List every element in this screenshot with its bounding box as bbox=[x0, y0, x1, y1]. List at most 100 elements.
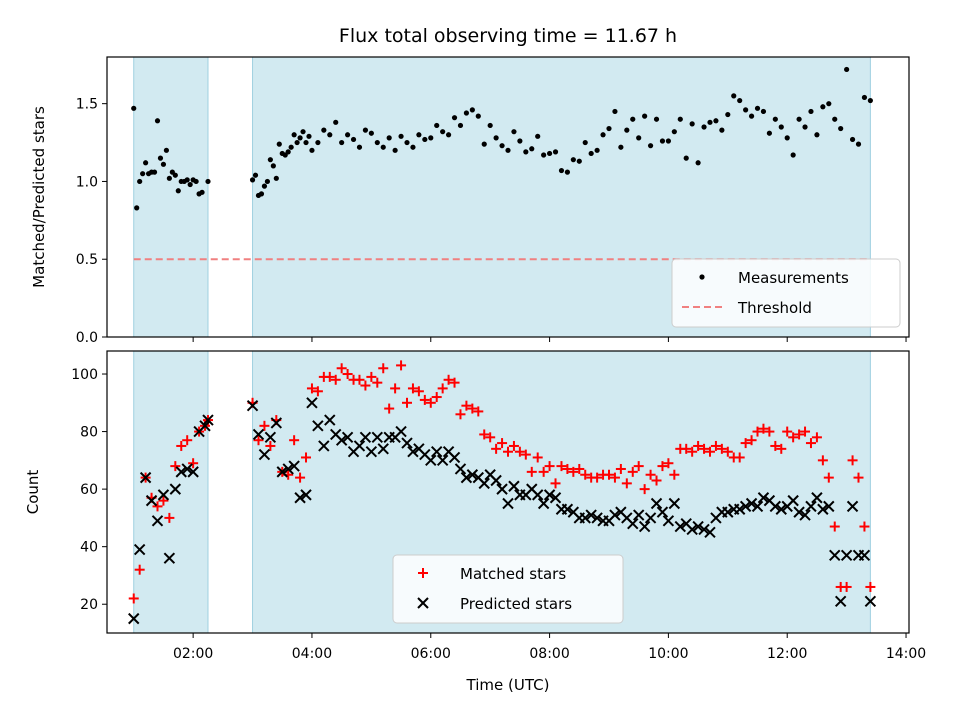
matched-star-point bbox=[384, 403, 395, 414]
predicted-x-b bbox=[526, 483, 538, 495]
predicted-star-point bbox=[733, 503, 746, 515]
measurement-point bbox=[564, 169, 571, 175]
predicted-x-b bbox=[282, 463, 294, 475]
measurement-point bbox=[808, 108, 814, 115]
predicted-x-b bbox=[460, 471, 473, 484]
matched-star-point bbox=[859, 521, 870, 532]
measurement-point bbox=[451, 115, 458, 121]
predicted-x-b bbox=[502, 497, 514, 510]
predicted-x-b bbox=[591, 512, 603, 524]
bottom-ytick-label: 100 bbox=[71, 367, 98, 383]
predicted-x-b bbox=[436, 454, 449, 467]
predicted-x-b bbox=[531, 489, 544, 501]
measurement-point bbox=[713, 118, 719, 124]
predicted-star-point bbox=[496, 483, 508, 495]
predicted-star-point bbox=[490, 474, 502, 487]
predicted-star-point bbox=[199, 420, 211, 432]
measurement-point bbox=[428, 135, 434, 141]
matched-star-point bbox=[550, 478, 561, 489]
predicted-star-point bbox=[246, 399, 259, 412]
measurement-point bbox=[748, 113, 755, 119]
xtick-label: 14:00 bbox=[886, 646, 926, 662]
predicted-star-point bbox=[425, 454, 437, 467]
matched-star-point bbox=[366, 371, 377, 382]
predicted-x-b bbox=[258, 448, 271, 461]
predicted-x-b bbox=[858, 549, 871, 562]
measurement-point bbox=[683, 155, 689, 161]
predicted-star-point bbox=[151, 515, 164, 527]
predicted-x-b bbox=[615, 506, 627, 518]
legend-measurements-label: Measurements bbox=[738, 269, 849, 287]
measurement-point bbox=[517, 138, 523, 144]
predicted-star-point bbox=[324, 414, 336, 426]
xtick-label: 04:00 bbox=[292, 646, 332, 662]
predicted-star-point bbox=[202, 414, 214, 426]
measurement-point bbox=[163, 147, 170, 153]
predicted-star-point bbox=[531, 489, 544, 501]
predicted-star-point bbox=[751, 500, 764, 513]
predicted-x-b bbox=[246, 399, 259, 412]
predicted-star-point bbox=[632, 509, 645, 521]
matched-star-point bbox=[461, 400, 472, 411]
predicted-star-point bbox=[163, 552, 176, 564]
measurement-point bbox=[642, 113, 648, 119]
measurement-point bbox=[541, 152, 547, 158]
matched-star-point bbox=[164, 512, 175, 523]
predicted-star-point bbox=[745, 497, 758, 510]
measurement-point bbox=[594, 147, 600, 153]
predicted-star-point bbox=[549, 492, 562, 504]
predicted-x-b bbox=[401, 437, 413, 449]
measurement-point bbox=[264, 178, 270, 185]
predicted-x-b bbox=[537, 497, 550, 510]
measurement-point bbox=[861, 94, 868, 101]
predicted-star-point bbox=[686, 523, 698, 536]
matched-star-point bbox=[455, 409, 466, 420]
predicted-x-b bbox=[312, 420, 324, 432]
measurement-point bbox=[143, 160, 149, 166]
predicted-x-b bbox=[698, 523, 710, 536]
predicted-x-b bbox=[330, 428, 342, 441]
predicted-x-b bbox=[365, 446, 378, 458]
predicted-star-point bbox=[508, 480, 520, 492]
matched-star-point bbox=[503, 446, 513, 457]
bottom-ytick-label: 60 bbox=[80, 482, 98, 498]
predicted-star-point bbox=[858, 549, 871, 562]
predicted-star-point bbox=[627, 517, 639, 530]
measurement-point bbox=[166, 175, 172, 181]
top-ylabel: Matched/Predicted stars bbox=[30, 106, 48, 288]
predicted-x-b bbox=[722, 506, 734, 518]
predicted-x-b bbox=[543, 489, 556, 501]
predicted-star-point bbox=[181, 463, 193, 475]
top-ytick-label: 1.0 bbox=[76, 174, 98, 190]
predicted-x-b bbox=[300, 489, 312, 501]
measurement-point bbox=[707, 119, 713, 125]
predicted-star-point bbox=[306, 397, 318, 409]
predicted-star-point bbox=[692, 520, 704, 533]
matched-star-point bbox=[615, 463, 626, 474]
measurement-point bbox=[249, 177, 256, 183]
predicted-x-b bbox=[757, 492, 770, 504]
predicted-star-point bbox=[353, 440, 366, 452]
measurement-point bbox=[636, 135, 642, 141]
predicted-star-point bbox=[591, 512, 603, 524]
matched-star-point bbox=[479, 429, 490, 440]
measurement-point bbox=[826, 101, 832, 107]
measurement-point bbox=[576, 158, 582, 164]
measurement-point bbox=[362, 127, 369, 133]
bottom-ytick-label: 20 bbox=[80, 597, 98, 613]
predicted-x-b bbox=[472, 471, 485, 484]
matched-star-point bbox=[710, 440, 721, 451]
measurement-point bbox=[511, 129, 517, 135]
matched-star-point bbox=[372, 377, 383, 388]
measurement-point bbox=[193, 178, 199, 185]
matched-star-point bbox=[865, 581, 876, 592]
measurement-point bbox=[252, 172, 259, 178]
measurement-point bbox=[303, 139, 309, 146]
matched-star-point bbox=[336, 363, 347, 374]
matched-star-point bbox=[491, 443, 502, 454]
measurement-point bbox=[671, 129, 677, 135]
matched-star-point bbox=[437, 383, 448, 394]
xtick-label: 08:00 bbox=[529, 646, 569, 662]
measurement-point bbox=[410, 144, 416, 150]
